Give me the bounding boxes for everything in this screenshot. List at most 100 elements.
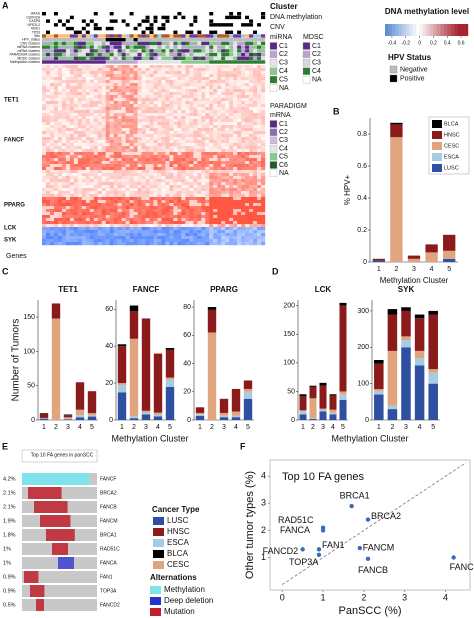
track-cell <box>45 15 51 20</box>
heatmap-cell <box>149 86 154 90</box>
heatmap-cell <box>113 230 118 234</box>
heatmap-cell <box>221 68 226 72</box>
heatmap-cell <box>141 206 146 210</box>
heatmap-cell <box>261 203 266 207</box>
heatmap-cell <box>261 92 266 96</box>
heatmap-cell <box>105 185 110 189</box>
track-cell <box>169 60 174 64</box>
heatmap-cell <box>209 77 214 81</box>
heatmap-cell <box>153 209 158 213</box>
heatmap-cell <box>117 74 122 78</box>
heatmap-cell <box>189 104 194 108</box>
heatmap-cell <box>201 80 206 84</box>
heatmap-cell <box>201 197 206 201</box>
heatmap-cell <box>141 194 146 198</box>
heatmap-cell <box>249 200 254 204</box>
heatmap-cell <box>97 182 102 186</box>
heatmap-cell <box>189 242 194 246</box>
heatmap-cell <box>97 221 102 225</box>
heatmap-cell <box>97 107 102 111</box>
heatmap-cell <box>161 92 166 96</box>
heatmap-cell <box>109 125 114 129</box>
heatmap-cell <box>185 80 190 84</box>
legend-label: C1 <box>312 43 321 50</box>
heatmap-cell <box>197 170 202 174</box>
heatmap-cell <box>257 101 262 105</box>
heatmap-cell <box>185 167 190 171</box>
track-cell <box>145 52 150 57</box>
heatmap-cell <box>233 167 238 171</box>
heatmap-cell <box>137 95 142 99</box>
heatmap-cell <box>157 167 162 171</box>
heatmap-cell <box>89 92 94 96</box>
heatmap-cell <box>161 95 166 99</box>
heatmap-cell <box>93 236 98 240</box>
track-cell <box>49 52 55 57</box>
heatmap-cell <box>42 80 47 84</box>
heatmap-cell <box>65 200 71 204</box>
heatmap-cell <box>89 128 94 132</box>
legend-swatch <box>269 84 278 92</box>
heatmap-cell <box>149 95 154 99</box>
heatmap-cell <box>105 137 110 141</box>
heatmap-cell <box>249 89 254 93</box>
heatmap-cell <box>85 149 90 153</box>
heatmap-cell <box>65 209 71 213</box>
track-cell <box>109 49 114 53</box>
heatmap-cell <box>249 83 254 87</box>
heatmap-cell <box>181 68 186 72</box>
heatmap-cell <box>129 113 134 117</box>
heatmap-cell <box>169 230 174 234</box>
track-cell <box>197 12 202 16</box>
heatmap-cell <box>97 164 102 168</box>
heatmap-cell <box>149 143 154 147</box>
heatmap-cell <box>57 101 63 105</box>
heatmap-cell <box>201 179 206 183</box>
heatmap-cell <box>153 179 158 183</box>
track-cell <box>169 49 174 53</box>
heatmap-cell <box>161 101 166 105</box>
heatmap-cell <box>101 206 106 210</box>
heatmap-cell <box>181 164 186 168</box>
heatmap-cell <box>97 137 102 141</box>
heatmap-cell <box>42 98 47 102</box>
heatmap-cell <box>245 110 250 114</box>
heatmap-cell <box>129 188 134 192</box>
heatmap-cell <box>177 200 182 204</box>
track-cell <box>213 56 218 60</box>
track-cell <box>197 30 202 34</box>
heatmap-cell <box>149 197 154 201</box>
heatmap-cell <box>85 224 90 228</box>
chart-title: FANCF <box>133 285 160 294</box>
heatmap-cell <box>217 146 222 150</box>
heatmap-cell <box>169 101 174 105</box>
heatmap-cell <box>57 236 63 240</box>
heatmap-cell <box>57 152 63 156</box>
heatmap-cell <box>141 140 146 144</box>
heatmap-cell <box>261 206 266 210</box>
heatmap-cell <box>253 131 258 135</box>
track-cell <box>205 23 210 27</box>
track-cell <box>217 26 222 31</box>
heatmap-cell <box>229 71 234 75</box>
heatmap-cell <box>113 134 118 138</box>
heatmap-cell <box>65 122 71 126</box>
heatmap-cell <box>121 155 126 159</box>
heatmap-cell <box>249 104 254 108</box>
legend-label: HNSC <box>167 527 190 536</box>
track-cell <box>153 23 158 27</box>
heatmap-cell <box>153 194 158 198</box>
heatmap-cell <box>85 101 90 105</box>
heatmap-cell <box>125 68 130 72</box>
heatmap-cell <box>97 104 102 108</box>
heatmap-cell <box>233 194 238 198</box>
legend-group: DNA methylation <box>270 14 322 21</box>
heatmap-cell <box>101 167 106 171</box>
heatmap-cell <box>249 182 254 186</box>
heatmap-cell <box>61 218 67 222</box>
heatmap-cell <box>101 125 106 129</box>
track-cell <box>153 15 158 20</box>
heatmap-cell <box>261 146 266 150</box>
heatmap-cell <box>73 227 79 231</box>
heatmap-cell <box>45 200 51 204</box>
